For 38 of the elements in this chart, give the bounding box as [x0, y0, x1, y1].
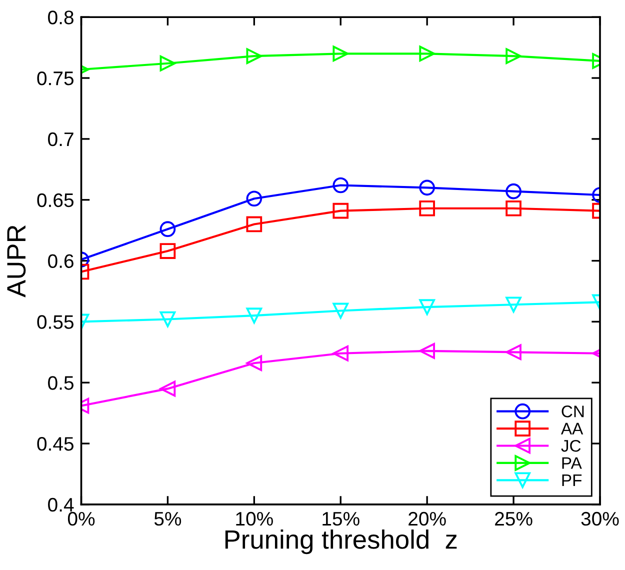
y-tick-label: 0.4 [48, 498, 74, 512]
point [332, 202, 349, 219]
point [246, 308, 262, 324]
point [332, 302, 349, 319]
point [246, 190, 262, 207]
point [332, 177, 349, 194]
legend-label: PF [562, 474, 582, 486]
y-axis-title: AUPR [7, 225, 26, 298]
y-tick-label: 0.65 [37, 193, 74, 208]
point [246, 216, 262, 232]
y-tick-label: 0.45 [37, 437, 74, 451]
point [419, 200, 436, 216]
legend-label: AA [560, 422, 584, 434]
x-tick-label: 25% [495, 512, 532, 526]
x-tick-label: 10% [236, 512, 273, 526]
y-tick-label: 0.6 [48, 254, 74, 268]
y-tick-label: 0.55 [37, 315, 74, 329]
point [419, 46, 436, 62]
y-tick-label: 0.8 [48, 10, 74, 24]
x-tick-label: 30% [581, 512, 619, 526]
y-tick-label: 0.5 [48, 376, 74, 390]
point [246, 48, 262, 64]
y-tick-label: 0.75 [37, 71, 74, 86]
x-tick-label: 0% [68, 512, 95, 526]
point [246, 355, 262, 372]
x-tick-label: 20% [408, 512, 446, 526]
x-axis-title: Pruning threshold z [225, 530, 457, 554]
x-tick-label: 5% [154, 512, 182, 526]
x-tick-label: 15% [322, 512, 360, 526]
point [419, 180, 436, 196]
point [419, 343, 436, 359]
point [332, 46, 349, 62]
y-tick-label: 0.7 [48, 132, 74, 146]
legend-label: CN [562, 406, 584, 418]
legend-label: PA [562, 457, 582, 469]
legend-label: JC [561, 440, 581, 452]
point [419, 299, 436, 315]
point [332, 345, 349, 362]
